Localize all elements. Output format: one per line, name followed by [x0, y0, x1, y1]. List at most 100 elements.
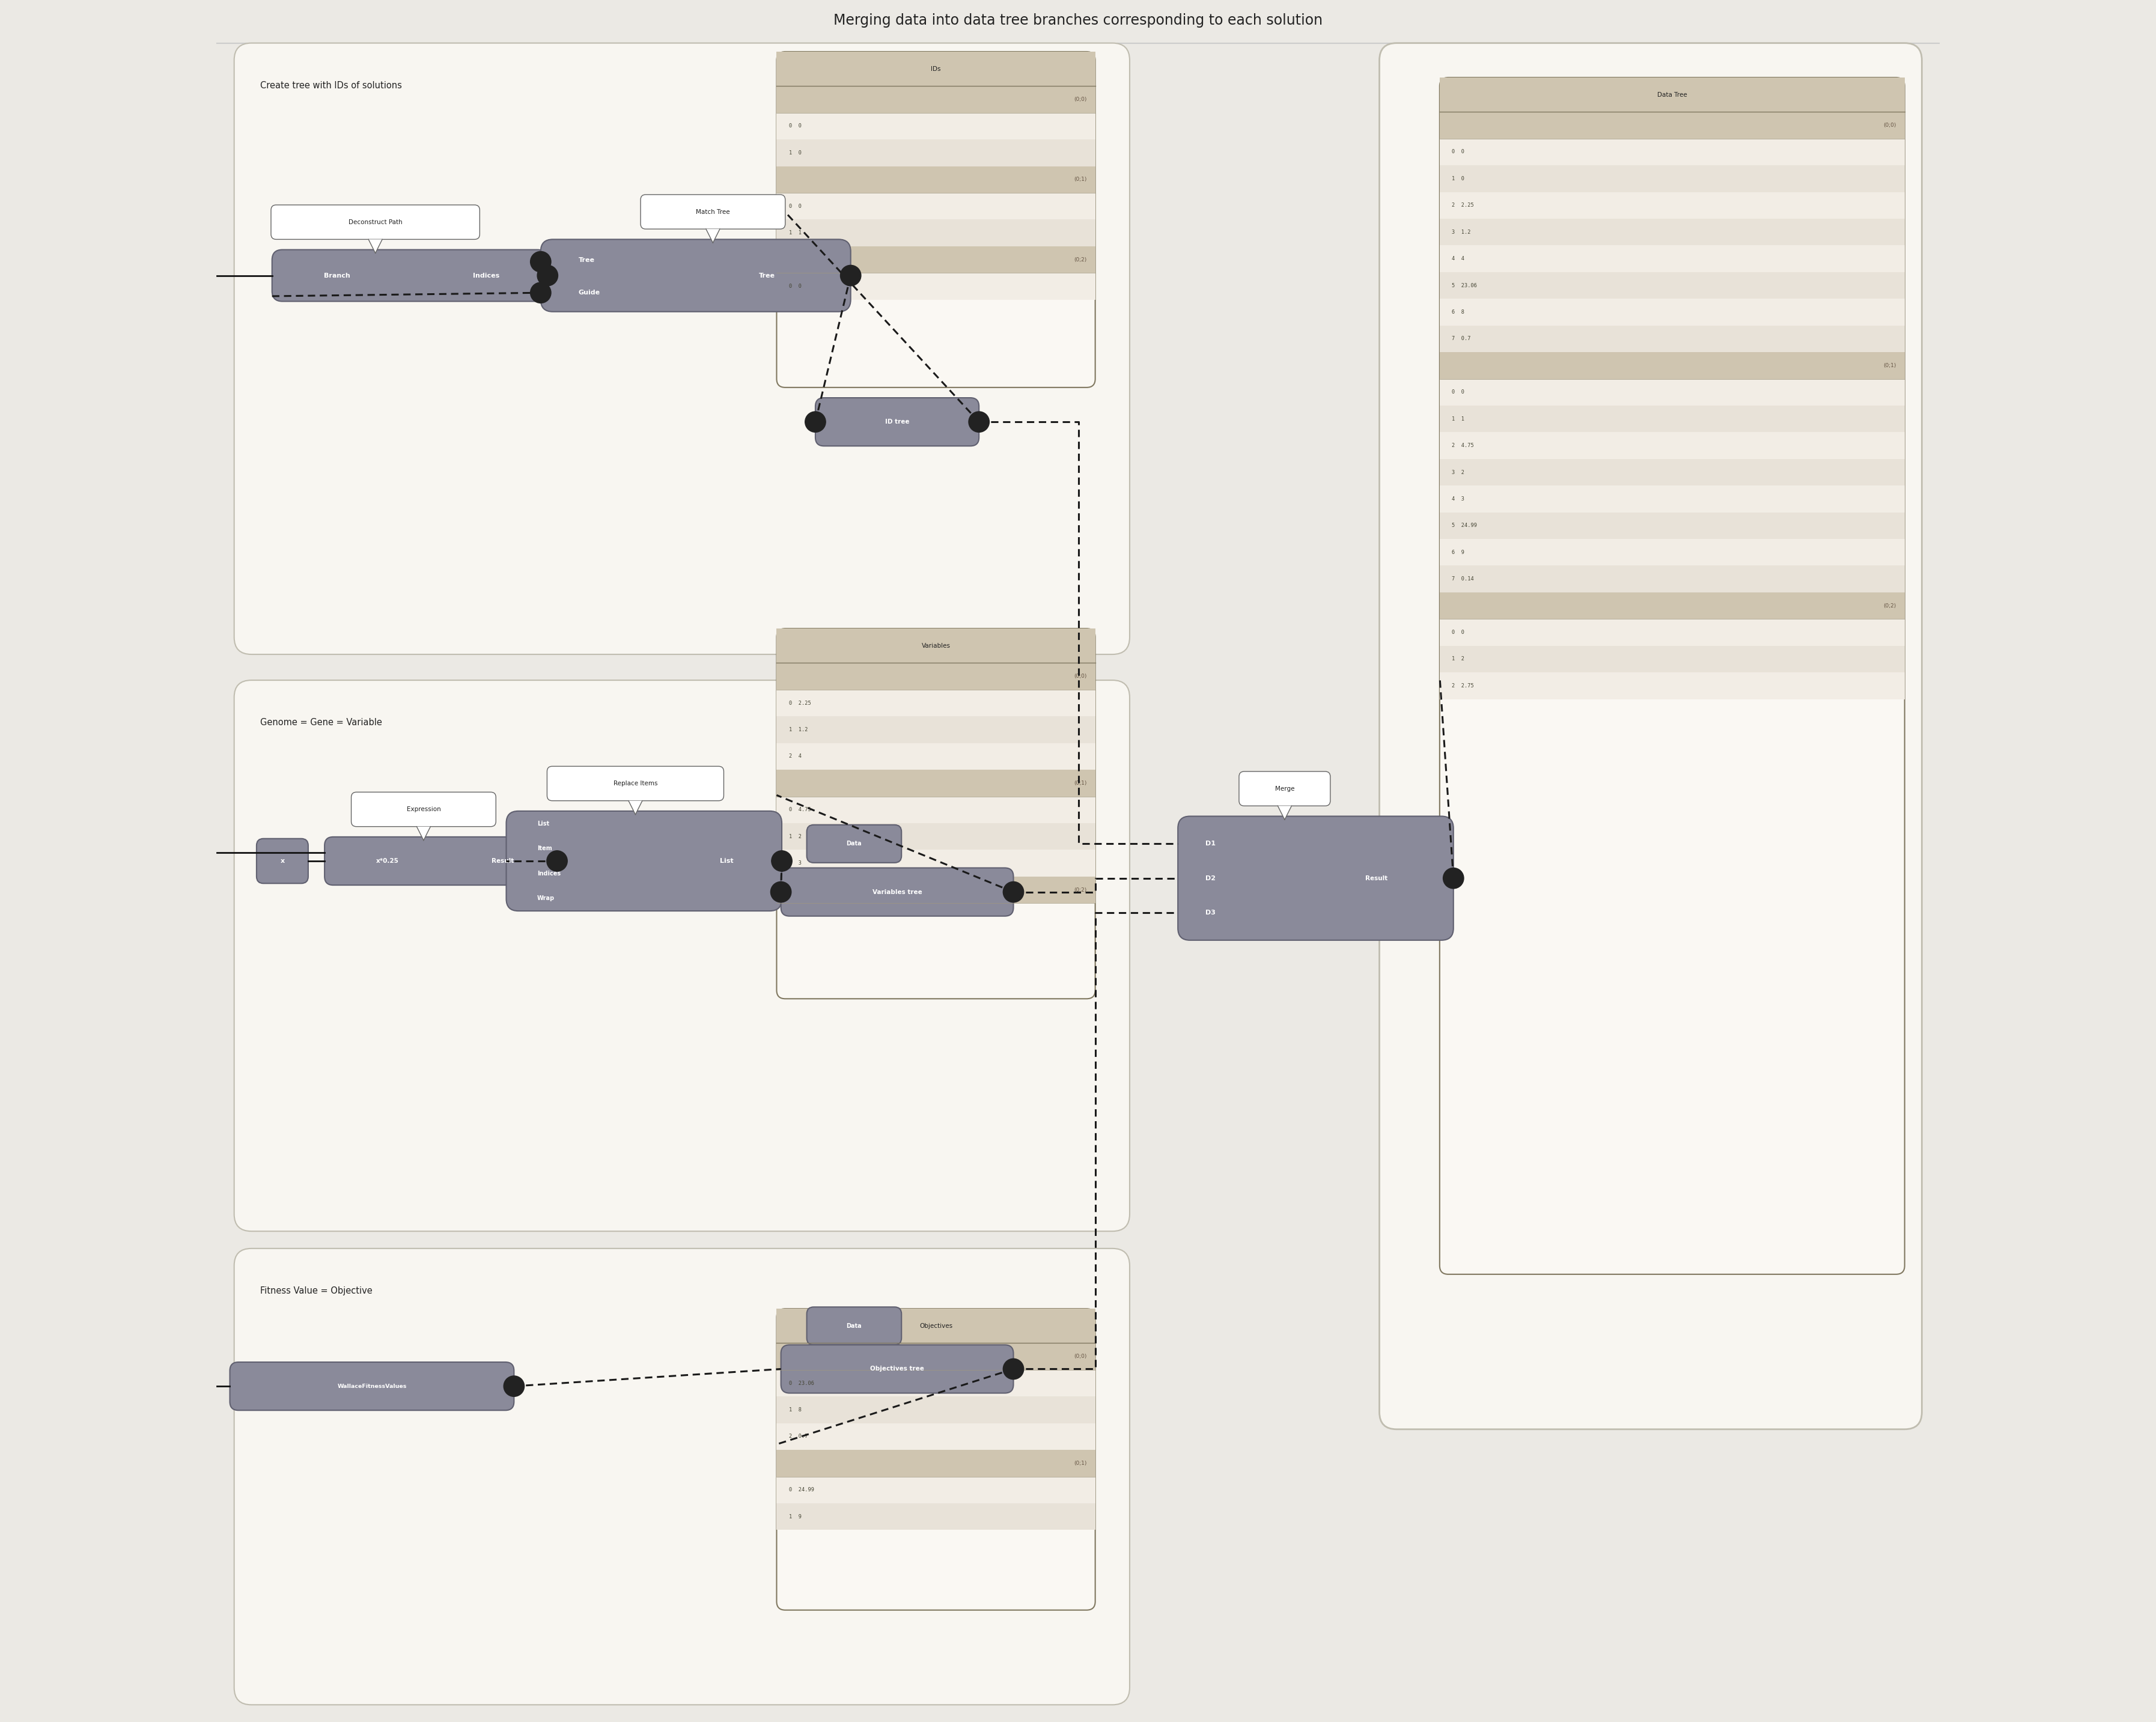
FancyBboxPatch shape [776, 193, 1095, 219]
Text: Merging data into data tree branches corresponding to each solution: Merging data into data tree branches cor… [834, 14, 1322, 28]
FancyBboxPatch shape [507, 811, 783, 911]
Text: Data: Data [847, 1322, 862, 1329]
FancyBboxPatch shape [1440, 592, 1904, 618]
FancyBboxPatch shape [806, 1307, 901, 1345]
Text: 2  2.25: 2 2.25 [1451, 203, 1475, 208]
Circle shape [548, 851, 567, 871]
FancyBboxPatch shape [780, 868, 1013, 916]
Text: 1  1.2: 1 1.2 [789, 727, 808, 732]
Text: D2: D2 [1205, 875, 1216, 882]
Text: D1: D1 [1205, 840, 1216, 847]
Circle shape [1003, 1359, 1024, 1379]
Text: D3: D3 [1205, 909, 1216, 916]
FancyBboxPatch shape [1240, 771, 1330, 806]
FancyBboxPatch shape [548, 766, 724, 801]
FancyBboxPatch shape [776, 1422, 1095, 1450]
FancyBboxPatch shape [776, 114, 1095, 139]
FancyBboxPatch shape [776, 663, 1095, 689]
FancyBboxPatch shape [272, 205, 481, 239]
FancyBboxPatch shape [1440, 325, 1904, 351]
Text: 1  8: 1 8 [789, 1407, 802, 1412]
Text: (0;2): (0;2) [1074, 257, 1087, 262]
Text: 1  2: 1 2 [1451, 656, 1464, 661]
Text: 3  1.2: 3 1.2 [1451, 229, 1470, 234]
FancyBboxPatch shape [235, 43, 1130, 654]
Text: Objectives tree: Objectives tree [871, 1366, 925, 1372]
FancyBboxPatch shape [272, 250, 548, 301]
Text: Merge Data: Merge Data [1611, 86, 1692, 96]
Text: Data: Data [847, 840, 862, 847]
FancyBboxPatch shape [806, 825, 901, 863]
Text: 1  9: 1 9 [789, 1514, 802, 1519]
FancyBboxPatch shape [351, 792, 496, 827]
Text: (0;1): (0;1) [1882, 363, 1895, 369]
FancyBboxPatch shape [776, 629, 1095, 663]
FancyBboxPatch shape [1440, 165, 1904, 191]
FancyBboxPatch shape [1440, 219, 1904, 245]
Text: 5  24.99: 5 24.99 [1451, 523, 1477, 529]
Text: (0;0): (0;0) [1074, 1353, 1087, 1359]
Text: 0  0: 0 0 [1451, 389, 1464, 394]
Text: Variables tree: Variables tree [873, 889, 923, 895]
Text: (0;0): (0;0) [1074, 673, 1087, 678]
Text: 0  0: 0 0 [1451, 150, 1464, 155]
Text: Deconstruct Path: Deconstruct Path [349, 219, 403, 226]
Text: Genome = Gene = Variable: Genome = Gene = Variable [261, 718, 382, 727]
FancyBboxPatch shape [776, 1309, 1095, 1343]
FancyBboxPatch shape [1440, 511, 1904, 539]
FancyBboxPatch shape [1440, 379, 1904, 405]
FancyBboxPatch shape [776, 1397, 1095, 1422]
Text: Data Tree: Data Tree [1658, 91, 1688, 98]
Circle shape [772, 851, 791, 871]
FancyBboxPatch shape [1440, 298, 1904, 325]
Circle shape [1442, 868, 1464, 889]
Text: 2  4.75: 2 4.75 [1451, 443, 1475, 448]
Text: Tree: Tree [759, 272, 776, 279]
FancyBboxPatch shape [1440, 539, 1904, 565]
Text: 4  3: 4 3 [1451, 496, 1464, 501]
Polygon shape [416, 827, 431, 840]
FancyBboxPatch shape [776, 167, 1095, 193]
FancyBboxPatch shape [776, 689, 1095, 716]
Polygon shape [630, 801, 642, 815]
Text: x: x [280, 858, 285, 864]
Circle shape [530, 251, 552, 272]
FancyBboxPatch shape [1380, 43, 1921, 1429]
FancyBboxPatch shape [776, 1371, 1095, 1397]
FancyBboxPatch shape [541, 239, 852, 312]
Text: 4  4: 4 4 [1451, 257, 1464, 262]
Text: 0  23.06: 0 23.06 [789, 1381, 815, 1386]
Text: Guide: Guide [578, 289, 599, 296]
FancyBboxPatch shape [815, 398, 979, 446]
Text: 2  2.75: 2 2.75 [1451, 684, 1475, 689]
FancyBboxPatch shape [776, 86, 1095, 114]
FancyBboxPatch shape [640, 195, 785, 229]
FancyBboxPatch shape [776, 823, 1095, 849]
Text: 1  0: 1 0 [1451, 176, 1464, 181]
FancyBboxPatch shape [1440, 432, 1904, 458]
Text: Indices: Indices [537, 871, 561, 876]
FancyBboxPatch shape [776, 1450, 1095, 1477]
Text: Match Tree: Match Tree [696, 208, 731, 215]
Circle shape [770, 882, 791, 902]
FancyBboxPatch shape [776, 219, 1095, 246]
Polygon shape [369, 239, 382, 253]
Polygon shape [1279, 806, 1291, 820]
FancyBboxPatch shape [776, 246, 1095, 272]
Text: 2  0.7: 2 0.7 [789, 1434, 808, 1440]
Text: 3  2: 3 2 [1451, 470, 1464, 475]
FancyBboxPatch shape [776, 272, 1095, 300]
Text: 5  23.06: 5 23.06 [1451, 282, 1477, 288]
Text: Result: Result [1365, 875, 1388, 882]
FancyBboxPatch shape [776, 770, 1095, 796]
FancyBboxPatch shape [776, 629, 1095, 999]
FancyBboxPatch shape [1440, 565, 1904, 592]
Text: (0;1): (0;1) [1074, 177, 1087, 183]
Text: Replace Items: Replace Items [612, 780, 658, 787]
Text: ID tree: ID tree [884, 418, 910, 425]
Circle shape [537, 265, 558, 286]
Text: 2  3: 2 3 [789, 861, 802, 866]
Text: IDs: IDs [931, 65, 940, 72]
Text: x*0.25: x*0.25 [375, 858, 399, 864]
FancyBboxPatch shape [776, 52, 1095, 387]
